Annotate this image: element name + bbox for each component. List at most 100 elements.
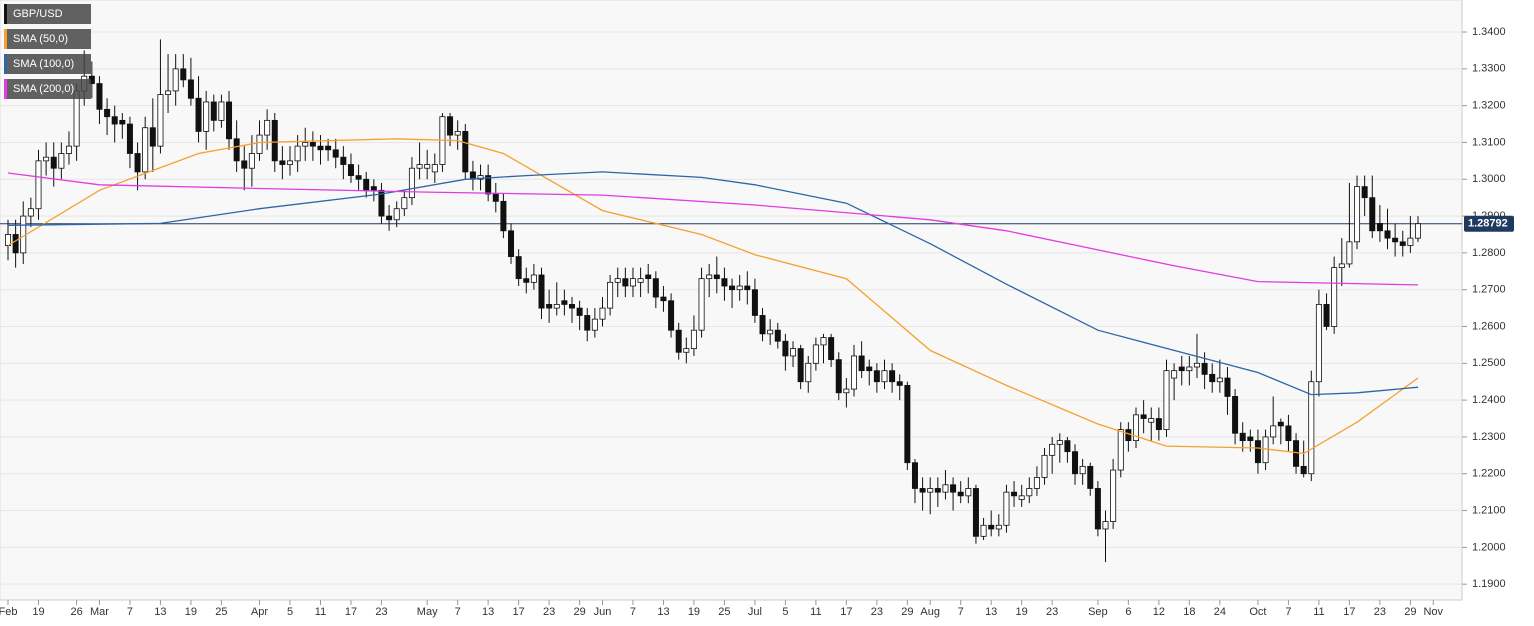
- candle-body: [248, 153, 255, 169]
- candle-body: [1011, 491, 1018, 497]
- candle-body: [950, 484, 957, 493]
- candle-body: [561, 300, 568, 305]
- candle-body: [370, 186, 377, 191]
- candle-body: [607, 281, 614, 309]
- x-tick-label: Mar: [90, 606, 109, 618]
- candle-body: [965, 488, 972, 497]
- candle-body: [1361, 186, 1368, 199]
- legend-entry: SMA (200,0): [4, 79, 91, 99]
- candle-body: [881, 370, 888, 383]
- candle-body: [1102, 521, 1109, 530]
- candle-body: [104, 108, 111, 118]
- candle-body: [1125, 429, 1132, 442]
- x-tick-label: 18: [1183, 606, 1195, 618]
- y-tick-label: 1.2500: [1472, 357, 1506, 369]
- candle-body: [713, 274, 720, 280]
- candle-body: [1133, 414, 1140, 442]
- candle-body: [172, 68, 179, 92]
- x-tick-label: 19: [1016, 606, 1028, 618]
- candle-body: [1354, 186, 1361, 243]
- legend: GBP/USD SMA (50,0) SMA (100,0) SMA (200,0): [4, 4, 91, 104]
- candle-body: [980, 524, 987, 537]
- candle-body: [744, 285, 751, 291]
- candle-body: [652, 278, 659, 298]
- candle-body: [1056, 440, 1063, 445]
- candle-body: [835, 359, 842, 394]
- candle-body: [805, 362, 812, 383]
- candle-body: [706, 274, 713, 280]
- candle-body: [1399, 241, 1406, 246]
- candle-body: [683, 348, 690, 353]
- candle-body: [363, 178, 370, 191]
- y-tick-label: 1.3000: [1472, 173, 1506, 185]
- candle-body: [934, 488, 941, 493]
- candle-body: [858, 355, 865, 372]
- x-tick-label: 23: [1374, 606, 1386, 618]
- candle-body: [1155, 418, 1162, 430]
- x-tick-label: 29: [901, 606, 913, 618]
- candle-body: [294, 145, 301, 162]
- x-tick-label: 23: [375, 606, 387, 618]
- candle-body: [1323, 304, 1330, 327]
- candle-body: [599, 307, 606, 320]
- last-price-box: [1464, 215, 1514, 232]
- y-tick-label: 1.2300: [1472, 431, 1506, 443]
- candle-body: [149, 127, 156, 147]
- candle-body: [1232, 396, 1239, 434]
- candle-body: [1201, 362, 1208, 375]
- candle-body: [1209, 373, 1216, 383]
- candle-body: [995, 524, 1002, 530]
- candle-body: [1216, 377, 1223, 383]
- x-tick-label: 12: [1153, 606, 1165, 618]
- candle-body: [904, 384, 911, 464]
- candle-body: [12, 234, 19, 254]
- candle-body: [1254, 440, 1261, 464]
- candle-body: [271, 119, 278, 162]
- candle-body: [629, 278, 636, 287]
- candle-body: [896, 381, 903, 386]
- x-tick-label: 17: [513, 606, 525, 618]
- candle-body: [477, 175, 484, 180]
- x-tick-label: 7: [630, 606, 636, 618]
- candle-body: [1064, 440, 1071, 453]
- x-tick-label: 6: [1125, 606, 1131, 618]
- candle-body: [515, 256, 522, 280]
- candle-body: [919, 488, 926, 493]
- candle-body: [797, 348, 804, 383]
- candle-body: [355, 175, 362, 180]
- candle-body: [424, 164, 431, 169]
- candle-body: [1186, 366, 1193, 372]
- candle-body: [187, 79, 194, 99]
- candle-body: [454, 131, 461, 136]
- y-tick-label: 1.2400: [1472, 394, 1506, 406]
- candle-body: [553, 304, 560, 309]
- x-tick-label: 13: [154, 606, 166, 618]
- candle-body: [1262, 436, 1269, 464]
- candle-body: [386, 215, 393, 221]
- x-tick-label: 13: [985, 606, 997, 618]
- candle-body: [401, 197, 408, 210]
- candle-body: [256, 134, 263, 154]
- y-tick-label: 1.1900: [1472, 578, 1506, 590]
- candle-body: [233, 138, 240, 162]
- candle-body: [591, 318, 598, 331]
- candle-body: [569, 304, 576, 309]
- candle-body: [1140, 414, 1147, 419]
- candle-body: [1117, 429, 1124, 471]
- candle-body: [393, 208, 400, 221]
- candle-body: [1148, 418, 1155, 423]
- candle-body: [988, 524, 995, 530]
- x-tick-label: Nov: [1423, 606, 1443, 618]
- candle-body: [286, 160, 293, 165]
- candle-body: [340, 156, 347, 165]
- candle-body: [431, 164, 438, 173]
- candle-body: [279, 160, 286, 165]
- candle-body: [241, 160, 248, 169]
- x-tick-label: 25: [718, 606, 730, 618]
- candle-body: [942, 484, 949, 493]
- candle-body: [1338, 263, 1345, 269]
- x-tick-label: 11: [1313, 606, 1324, 618]
- candle-body: [972, 488, 979, 537]
- x-tick-label: 5: [782, 606, 788, 618]
